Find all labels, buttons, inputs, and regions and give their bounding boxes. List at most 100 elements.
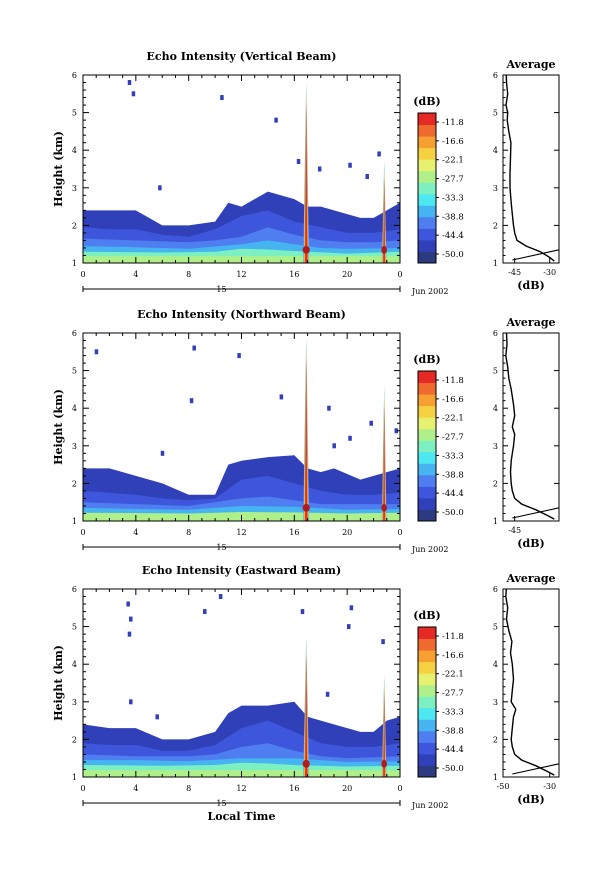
average-y-tick-label: 4 <box>493 660 498 669</box>
rain-spike <box>305 100 308 263</box>
x-tick-label: 4 <box>133 528 138 537</box>
x-tick-label: 16 <box>289 528 299 537</box>
x-tick-label: 12 <box>236 784 246 793</box>
colorbar-segment <box>418 440 436 453</box>
echo-cell <box>346 624 351 630</box>
colorbar-label: -27.7 <box>442 433 464 443</box>
echo-cell <box>349 605 354 611</box>
average-y-tick-label: 5 <box>493 623 498 632</box>
x-tick-label: 12 <box>236 528 246 537</box>
colorbar-segment <box>418 371 436 384</box>
average-x-tick-label: -50 <box>497 782 510 791</box>
echo-cell <box>127 631 132 637</box>
echo-cell <box>369 420 373 426</box>
date-month-label: Jun 2002 <box>411 545 448 554</box>
echo-cell <box>381 639 385 645</box>
colorbar-label: -44.4 <box>442 489 464 499</box>
echo-cell <box>129 616 133 622</box>
average-y-tick-label: 2 <box>493 735 498 744</box>
colorbar-segment <box>418 730 436 743</box>
y-tick-label: 6 <box>72 329 77 338</box>
colorbar-segment <box>418 707 436 720</box>
rain-spike <box>305 655 308 777</box>
colorbar-label: -22.1 <box>442 156 464 166</box>
average-frame <box>502 74 560 264</box>
echo-cell <box>332 443 336 449</box>
x-tick-label: 4 <box>133 784 138 793</box>
y-tick-label: 3 <box>72 698 77 707</box>
y-tick-label: 2 <box>72 735 77 744</box>
x-tick-label: 12 <box>236 270 246 279</box>
colorbar-segment <box>418 463 436 476</box>
colorbar-unit: (dB) <box>413 353 440 366</box>
echo-cell <box>348 162 352 168</box>
average-y-tick-label: 3 <box>493 184 498 193</box>
echo-cell <box>237 353 241 359</box>
echo-cell <box>394 428 399 434</box>
average-y-tick-label: 6 <box>493 71 498 80</box>
colorbar-segment <box>418 228 436 241</box>
echo-cell <box>274 117 278 123</box>
x-axis-label: Local Time <box>208 810 276 823</box>
echo-cell <box>155 714 159 720</box>
echo-cell <box>160 450 165 456</box>
colorbar-segment <box>418 765 436 778</box>
echo-cell <box>325 691 330 697</box>
average-x-label: (dB) <box>517 279 544 292</box>
average-y-tick-label: 2 <box>493 221 498 230</box>
y-tick-label: 1 <box>72 259 77 268</box>
echo-cell <box>126 601 130 607</box>
echo-cell <box>296 158 301 164</box>
average-y-tick-label: 3 <box>493 442 498 451</box>
x-tick-label: 0 <box>397 270 402 279</box>
rain-spike <box>383 403 385 521</box>
colorbar-segment <box>418 627 436 640</box>
colorbar-label: -22.1 <box>442 414 464 424</box>
plot-area <box>83 338 400 521</box>
colorbar-frame <box>417 112 437 264</box>
colorbar-segment <box>418 742 436 755</box>
average-surface-line <box>512 507 560 519</box>
y-tick-label: 4 <box>72 660 77 669</box>
x-tick-label: 8 <box>186 784 191 793</box>
average-title: Average <box>505 316 555 329</box>
colorbar-segment <box>418 696 436 709</box>
average-y-tick-label: 1 <box>493 259 498 268</box>
colorbar-segment <box>418 509 436 522</box>
y-tick-label: 1 <box>72 773 77 782</box>
average-y-tick-label: 1 <box>493 773 498 782</box>
rain-spike-core <box>302 503 310 512</box>
colorbar-segment <box>418 239 436 252</box>
average-x-tick-label: -45 <box>508 268 521 277</box>
rain-spike-core <box>302 245 310 254</box>
colorbar-segment <box>418 719 436 732</box>
average-x-label: (dB) <box>517 793 544 806</box>
colorbar-segment <box>418 486 436 499</box>
x-tick-label: 16 <box>289 270 299 279</box>
colorbar-segment <box>418 205 436 218</box>
colorbar-label: -50.0 <box>442 250 464 260</box>
average-frame <box>502 332 560 522</box>
x-tick-label: 0 <box>80 270 85 279</box>
colorbar-segment <box>418 394 436 407</box>
average-x-tick-label: -30 <box>543 782 556 791</box>
echo-cell <box>279 394 284 400</box>
colorbar-label: -11.8 <box>442 376 464 386</box>
x-tick-label: 8 <box>186 270 191 279</box>
colorbar-segment <box>418 193 436 206</box>
y-tick-label: 6 <box>72 71 77 80</box>
colorbar-segment <box>418 382 436 395</box>
colorbar-label: -50.0 <box>442 508 464 518</box>
date-month-label: Jun 2002 <box>411 801 448 810</box>
echo-cell <box>317 166 322 172</box>
colorbar-segment <box>418 638 436 651</box>
y-axis-label: Height (km) <box>52 131 65 207</box>
colorbar-label: -27.7 <box>442 175 464 185</box>
echo-cell <box>327 405 331 411</box>
colorbar-segment <box>418 147 436 160</box>
echo-cell <box>129 699 133 705</box>
colorbar-segment <box>418 170 436 183</box>
echo-cell <box>131 91 136 97</box>
colorbar-frame <box>417 626 437 778</box>
plot-area <box>83 594 400 777</box>
